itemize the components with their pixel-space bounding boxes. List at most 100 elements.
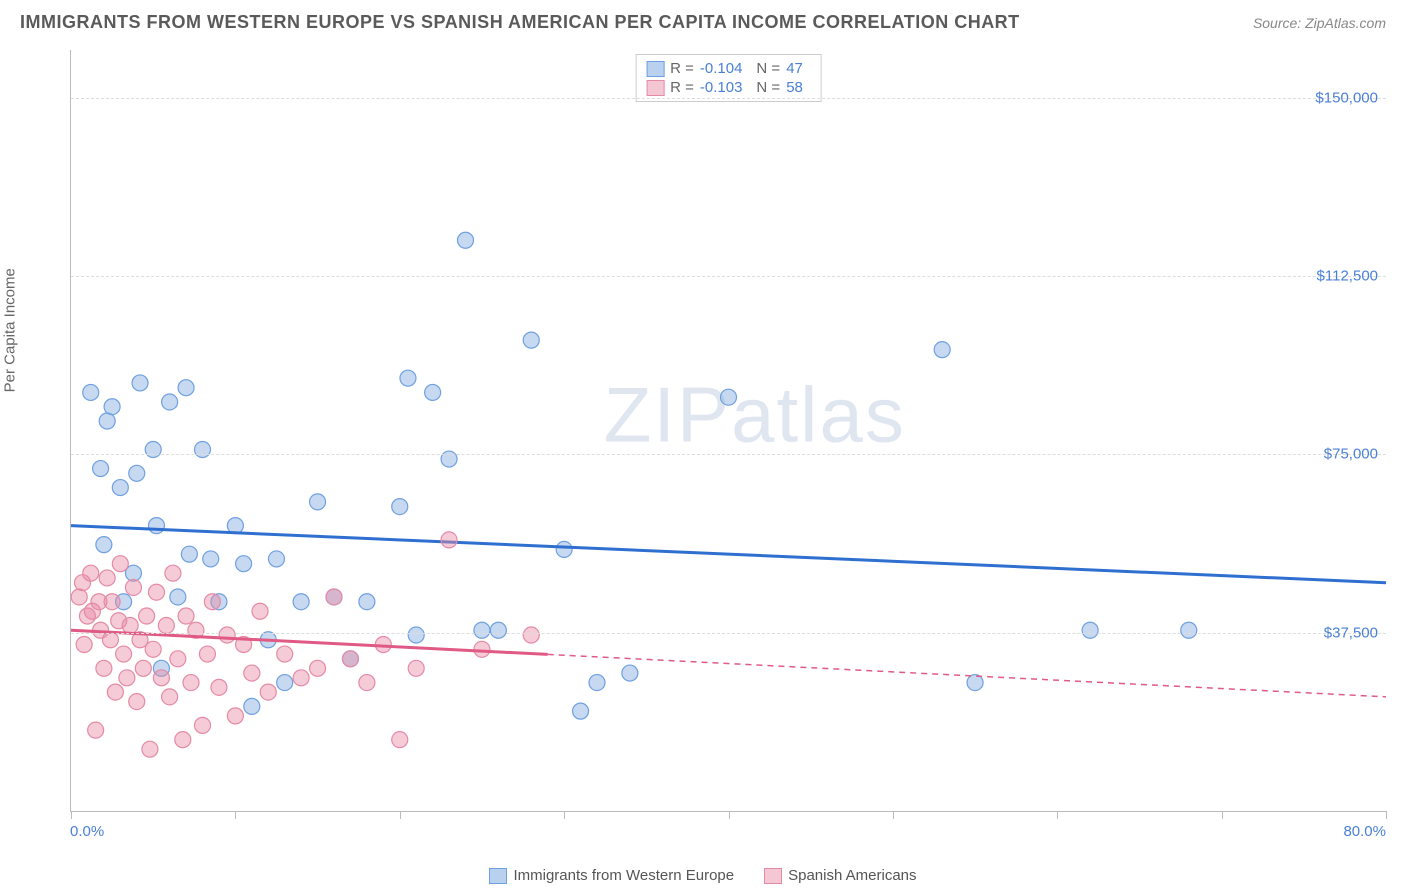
- legend-item: Immigrants from Western Europe: [489, 867, 734, 884]
- scatter-point: [183, 675, 199, 691]
- stat-n-label: N =: [756, 79, 780, 96]
- scatter-point: [425, 384, 441, 400]
- legend-swatch: [489, 868, 507, 884]
- scatter-point: [170, 589, 186, 605]
- scatter-point: [310, 494, 326, 510]
- scatter-point: [129, 694, 145, 710]
- scatter-point: [721, 389, 737, 405]
- scatter-point: [83, 384, 99, 400]
- scatter-point: [277, 646, 293, 662]
- scatter-point: [122, 618, 138, 634]
- scatter-point: [523, 332, 539, 348]
- y-tick-label: $150,000: [1315, 89, 1378, 106]
- scatter-point: [148, 518, 164, 534]
- series-legend: Immigrants from Western Europe Spanish A…: [0, 867, 1406, 884]
- scatter-point: [153, 670, 169, 686]
- scatter-point: [93, 461, 109, 477]
- scatter-point: [96, 537, 112, 553]
- stat-n-value: 47: [786, 60, 803, 77]
- x-axis-max-label: 80.0%: [1343, 823, 1386, 840]
- scatter-point: [490, 622, 506, 638]
- stats-legend-box: R = -0.104 N = 47 R = -0.103 N = 58: [635, 54, 822, 102]
- scatter-point: [260, 684, 276, 700]
- scatter-point: [204, 594, 220, 610]
- scatter-point: [441, 532, 457, 548]
- scatter-point: [244, 698, 260, 714]
- scatter-point: [589, 675, 605, 691]
- scatter-point: [112, 556, 128, 572]
- x-tick-mark: [1057, 811, 1058, 819]
- scatter-point: [227, 708, 243, 724]
- scatter-point: [112, 480, 128, 496]
- scatter-point: [175, 732, 191, 748]
- x-tick-mark: [235, 811, 236, 819]
- scatter-point: [170, 651, 186, 667]
- scatter-point: [195, 717, 211, 733]
- scatter-point: [523, 627, 539, 643]
- plot-region: ZIPatlas R = -0.104 N = 47 R = -0.103 N …: [70, 50, 1386, 812]
- scatter-point: [107, 684, 123, 700]
- gridline-h: [71, 276, 1386, 277]
- scatter-point: [99, 570, 115, 586]
- scatter-point: [142, 741, 158, 757]
- x-tick-mark: [893, 811, 894, 819]
- scatter-point: [104, 594, 120, 610]
- scatter-point: [252, 603, 268, 619]
- scatter-point: [178, 608, 194, 624]
- scatter-point: [99, 413, 115, 429]
- x-axis-min-label: 0.0%: [70, 823, 104, 840]
- trend-line-dashed: [548, 654, 1386, 696]
- stat-n-value: 58: [786, 79, 803, 96]
- source-name: ZipAtlas.com: [1305, 15, 1386, 31]
- scatter-point: [934, 342, 950, 358]
- scatter-point: [199, 646, 215, 662]
- x-tick-mark: [729, 811, 730, 819]
- scatter-point: [119, 670, 135, 686]
- y-tick-label: $112,500: [1317, 267, 1378, 284]
- legend-series-name: Immigrants from Western Europe: [513, 867, 734, 884]
- scatter-point: [148, 584, 164, 600]
- scatter-point: [162, 394, 178, 410]
- scatter-point: [236, 556, 252, 572]
- y-tick-label: $37,500: [1324, 624, 1378, 641]
- stat-r-value: -0.103: [700, 79, 743, 96]
- stat-r-value: -0.104: [700, 60, 743, 77]
- scatter-point: [359, 594, 375, 610]
- scatter-point: [392, 732, 408, 748]
- scatter-point: [83, 565, 99, 581]
- stats-legend-row: R = -0.103 N = 58: [646, 78, 811, 97]
- scatter-point: [132, 375, 148, 391]
- stats-legend-row: R = -0.104 N = 47: [646, 59, 811, 78]
- stat-r-label: R =: [670, 79, 694, 96]
- scatter-point: [135, 660, 151, 676]
- source-attribution: Source: ZipAtlas.com: [1253, 15, 1386, 31]
- stat-n-label: N =: [756, 60, 780, 77]
- scatter-point: [76, 637, 92, 653]
- scatter-point: [400, 370, 416, 386]
- x-tick-mark: [71, 811, 72, 819]
- scatter-point: [1181, 622, 1197, 638]
- scatter-point: [129, 465, 145, 481]
- scatter-point: [1082, 622, 1098, 638]
- scatter-point: [203, 551, 219, 567]
- scatter-point: [293, 670, 309, 686]
- y-axis-label: Per Capita Income: [2, 268, 19, 392]
- gridline-h: [71, 98, 1386, 99]
- scatter-point: [622, 665, 638, 681]
- chart-header: IMMIGRANTS FROM WESTERN EUROPE VS SPANIS…: [0, 0, 1406, 41]
- scatter-point: [458, 232, 474, 248]
- stat-r-label: R =: [670, 60, 694, 77]
- scatter-point: [268, 551, 284, 567]
- scatter-point: [359, 675, 375, 691]
- source-label: Source:: [1253, 15, 1301, 31]
- scatter-point: [310, 660, 326, 676]
- scatter-point: [392, 499, 408, 515]
- legend-swatch: [764, 868, 782, 884]
- scatter-point: [219, 627, 235, 643]
- scatter-point: [178, 380, 194, 396]
- scatter-point: [342, 651, 358, 667]
- scatter-point: [165, 565, 181, 581]
- scatter-point: [244, 665, 260, 681]
- scatter-point: [104, 399, 120, 415]
- gridline-h: [71, 454, 1386, 455]
